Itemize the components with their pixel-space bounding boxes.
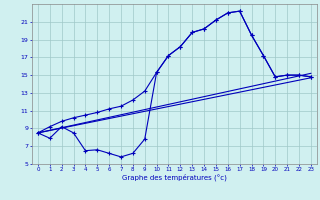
X-axis label: Graphe des températures (°c): Graphe des températures (°c) — [122, 174, 227, 181]
